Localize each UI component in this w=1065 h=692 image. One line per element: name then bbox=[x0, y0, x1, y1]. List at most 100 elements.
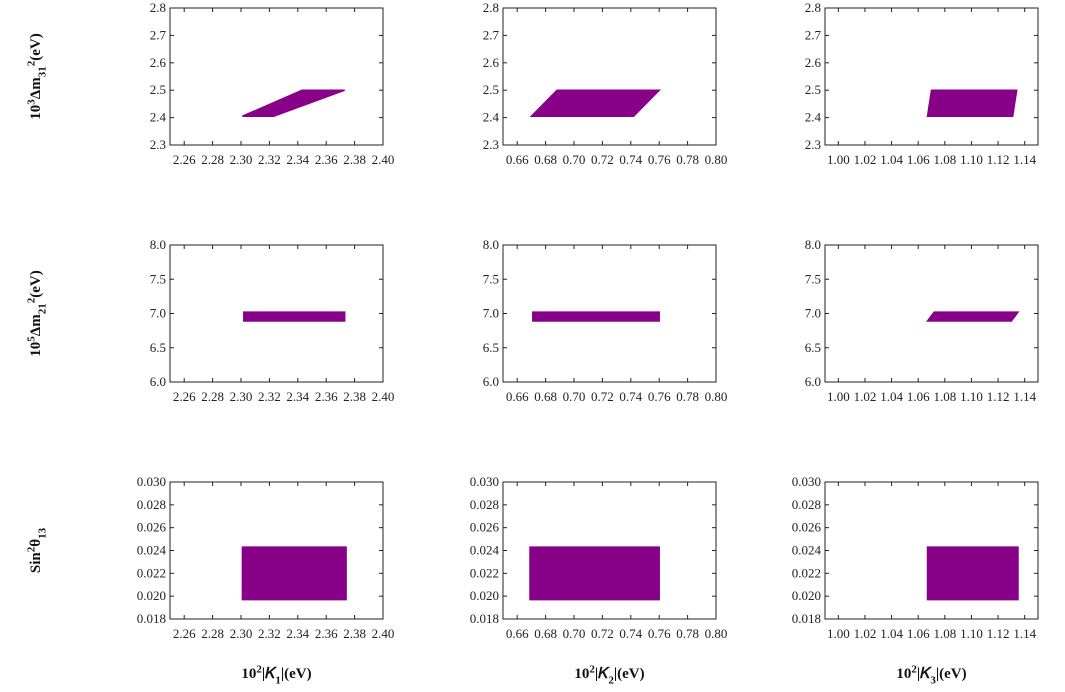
allowed-region bbox=[242, 89, 345, 117]
x-tick-label: 0.74 bbox=[619, 389, 642, 404]
x-tick-label: 2.36 bbox=[315, 389, 338, 404]
x-tick-label: 1.10 bbox=[960, 389, 983, 404]
allowed-region bbox=[241, 546, 347, 601]
y-tick-label: 7.5 bbox=[483, 271, 499, 286]
y-tick-label: 2.3 bbox=[483, 137, 499, 152]
x-tick-label: 2.32 bbox=[258, 626, 281, 641]
x-tick-label: 2.36 bbox=[315, 626, 338, 641]
panel-r2c2: 6.0 6.5 7.0 7.5 8.0 0.66 0.68 0.70 0.72 0.74 0.76 0… bbox=[483, 237, 728, 404]
panel-r3c3: 0.018 0.020 0.022 0.024 0.026 0.028 0.030 1.00 1… bbox=[792, 474, 1039, 641]
x-tick-label: 0.70 bbox=[563, 389, 586, 404]
x-axis-label-3: 102|𝐾3|(eV) bbox=[896, 663, 966, 686]
x-tick-label: 1.08 bbox=[933, 389, 956, 404]
allowed-region bbox=[926, 546, 1019, 601]
x-tick-label: 1.08 bbox=[933, 626, 956, 641]
y-tick-label: 2.5 bbox=[150, 82, 166, 97]
x-tick-label: 1.10 bbox=[960, 152, 983, 167]
y-tick-label: 2.7 bbox=[805, 27, 822, 42]
y-tick-label: 0.026 bbox=[792, 520, 822, 535]
y-tick-label: 2.3 bbox=[150, 137, 166, 152]
x-tick-label: 2.40 bbox=[372, 152, 395, 167]
y-tick-label: 7.5 bbox=[805, 271, 821, 286]
x-tick-label: 1.04 bbox=[880, 152, 903, 167]
x-tick-label: 1.08 bbox=[933, 152, 956, 167]
allowed-region bbox=[926, 89, 1018, 117]
x-tick-label: 0.78 bbox=[676, 389, 699, 404]
panel-r3c1: 0.018 0.020 0.022 0.024 0.026 0.028 0.030 2.26 2… bbox=[25, 474, 394, 641]
x-tick-label: 2.34 bbox=[286, 389, 309, 404]
x-tick-label: 2.28 bbox=[201, 152, 224, 167]
y-tick-label: 6.5 bbox=[150, 340, 166, 355]
y-tick-label: 2.5 bbox=[483, 82, 499, 97]
allowed-region bbox=[529, 89, 661, 117]
x-tick-label: 1.10 bbox=[960, 626, 983, 641]
y-tick-label: 2.4 bbox=[805, 110, 822, 125]
x-tick-label: 2.40 bbox=[372, 389, 395, 404]
x-tick-label: 1.14 bbox=[1013, 626, 1036, 641]
panel-r1c3: 2.3 2.4 2.5 2.6 2.7 2.8 1.00 1.02 1.04 1.06 1.08 1.… bbox=[805, 0, 1039, 167]
x-tick-label: 2.38 bbox=[343, 152, 366, 167]
x-tick-label: 0.66 bbox=[506, 152, 529, 167]
x-tick-label: 0.66 bbox=[506, 626, 529, 641]
y-tick-label: 0.028 bbox=[137, 497, 166, 512]
x-tick-label: 0.72 bbox=[591, 626, 614, 641]
x-tick-label: 0.68 bbox=[534, 389, 557, 404]
y-tick-label: 2.4 bbox=[150, 110, 167, 125]
y-tick-label: 2.6 bbox=[483, 55, 500, 70]
x-tick-label: 2.34 bbox=[286, 626, 309, 641]
x-axis-label-1: 102|𝐾1|(eV) bbox=[241, 663, 311, 686]
y-tick-label: 8.0 bbox=[150, 237, 166, 252]
x-tick-label: 0.80 bbox=[705, 389, 728, 404]
x-tick-label: 2.38 bbox=[343, 389, 366, 404]
allowed-region bbox=[529, 546, 660, 601]
y-tick-label: 2.8 bbox=[150, 0, 166, 15]
y-tick-label: 0.022 bbox=[137, 565, 166, 580]
panel-r2c3: 6.0 6.5 7.0 7.5 8.0 1.00 1.02 1.04 1.06 1.08 1.10 1… bbox=[805, 237, 1039, 404]
y-tick-label: 0.020 bbox=[470, 588, 499, 603]
x-tick-label: 1.12 bbox=[987, 152, 1010, 167]
y-tick-label: 0.018 bbox=[470, 611, 499, 626]
y-tick-label: 0.024 bbox=[470, 543, 500, 558]
y-tick-label: 7.5 bbox=[150, 271, 166, 286]
plot-frame bbox=[169, 7, 384, 146]
x-tick-label: 0.74 bbox=[619, 626, 642, 641]
y-tick-label: 0.020 bbox=[137, 588, 166, 603]
x-tick-label: 2.38 bbox=[343, 626, 366, 641]
x-tick-label: 0.68 bbox=[534, 152, 557, 167]
x-tick-label: 1.04 bbox=[880, 389, 903, 404]
y-tick-label: 2.8 bbox=[483, 0, 499, 15]
x-tick-label: 1.02 bbox=[854, 389, 877, 404]
x-tick-label: 0.70 bbox=[563, 626, 586, 641]
allowed-region bbox=[243, 311, 346, 322]
panel-r2c1: 6.0 6.5 7.0 7.5 8.0 2.26 2.28 2.30 2.32 2.34 2.36 2… bbox=[25, 237, 394, 404]
y-axis-label: 105Δm212(eV) bbox=[25, 270, 48, 356]
y-tick-label: 7.0 bbox=[805, 306, 821, 321]
x-tick-label: 2.32 bbox=[258, 152, 281, 167]
x-tick-label: 2.30 bbox=[230, 389, 253, 404]
x-tick-label: 1.14 bbox=[1013, 152, 1036, 167]
x-tick-label: 2.28 bbox=[201, 626, 224, 641]
allowed-region bbox=[532, 311, 660, 322]
x-tick-label: 1.02 bbox=[854, 152, 877, 167]
y-tick-label: 8.0 bbox=[483, 237, 499, 252]
allowed-region bbox=[925, 311, 1020, 322]
panel-r3c2: 0.018 0.020 0.022 0.024 0.026 0.028 0.030 0.66 0… bbox=[470, 474, 728, 641]
x-tick-label: 2.36 bbox=[315, 152, 338, 167]
x-tick-label: 2.30 bbox=[230, 152, 253, 167]
x-axis-label-2: 102|𝐾2|(eV) bbox=[574, 663, 644, 686]
plot-frame bbox=[824, 7, 1039, 146]
x-tick-label: 2.28 bbox=[201, 389, 224, 404]
y-tick-label: 2.8 bbox=[805, 0, 821, 15]
x-tick-label: 1.06 bbox=[907, 152, 930, 167]
x-tick-label: 0.80 bbox=[705, 152, 728, 167]
x-tick-label: 0.66 bbox=[506, 389, 529, 404]
x-tick-label: 2.26 bbox=[173, 152, 196, 167]
y-tick-label: 0.026 bbox=[470, 520, 500, 535]
y-tick-label: 0.024 bbox=[792, 543, 822, 558]
x-tick-label: 2.26 bbox=[173, 626, 196, 641]
y-tick-label: 0.030 bbox=[792, 474, 821, 489]
y-tick-label: 0.030 bbox=[137, 474, 166, 489]
y-tick-label: 0.028 bbox=[470, 497, 499, 512]
y-tick-label: 2.7 bbox=[150, 27, 167, 42]
